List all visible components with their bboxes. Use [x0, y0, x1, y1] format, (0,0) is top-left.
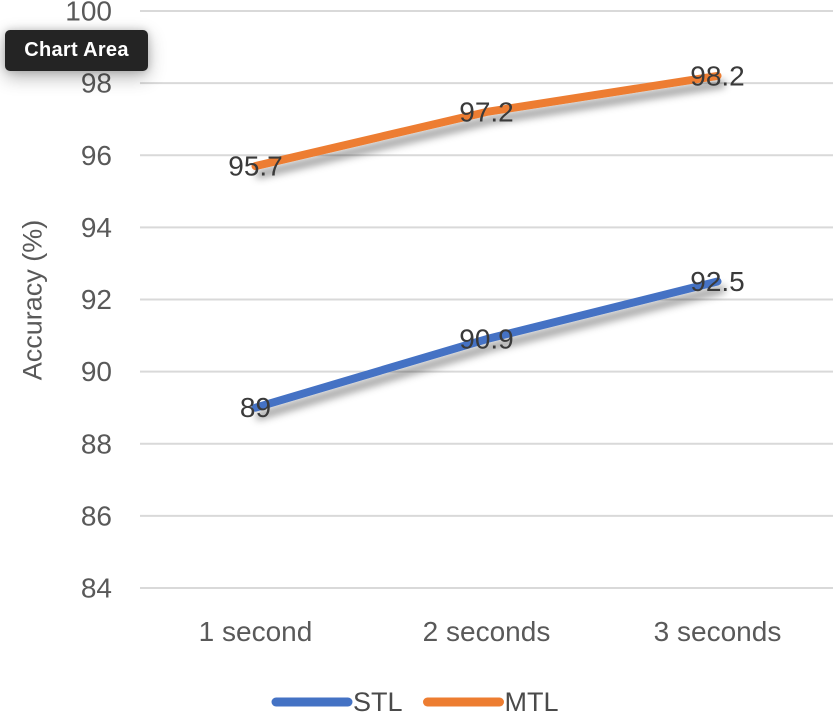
x-tick-label: 2 seconds — [423, 616, 551, 647]
y-tick-label: 96 — [81, 140, 112, 171]
tooltip-label: Chart Area — [24, 39, 129, 61]
data-label-MTL: 95.7 — [228, 151, 283, 182]
legend-label-MTL[interactable]: MTL — [505, 687, 559, 714]
x-tick-label: 1 second — [199, 616, 313, 647]
y-tick-label: 100 — [65, 0, 112, 27]
data-label-STL: 89 — [240, 392, 271, 423]
y-tick-label: 92 — [81, 284, 112, 315]
chart-area-tooltip: Chart Area — [5, 30, 148, 71]
y-tick-label: 98 — [81, 68, 112, 99]
y-tick-label: 94 — [81, 212, 112, 243]
y-tick-label: 86 — [81, 500, 112, 531]
data-label-STL: 90.9 — [459, 324, 514, 355]
data-label-MTL: 97.2 — [459, 96, 514, 127]
x-tick-label: 3 seconds — [654, 616, 782, 647]
y-tick-label: 84 — [81, 573, 112, 604]
data-label-MTL: 98.2 — [690, 60, 745, 91]
y-axis-title: Accuracy (%) — [17, 219, 48, 381]
y-tick-label: 90 — [81, 356, 112, 387]
series-line-STL[interactable] — [251, 277, 722, 412]
series-line-MTL[interactable] — [251, 71, 722, 171]
y-tick-label: 88 — [81, 428, 112, 459]
legend-label-STL[interactable]: STL — [353, 687, 403, 714]
data-label-STL: 92.5 — [690, 266, 745, 297]
